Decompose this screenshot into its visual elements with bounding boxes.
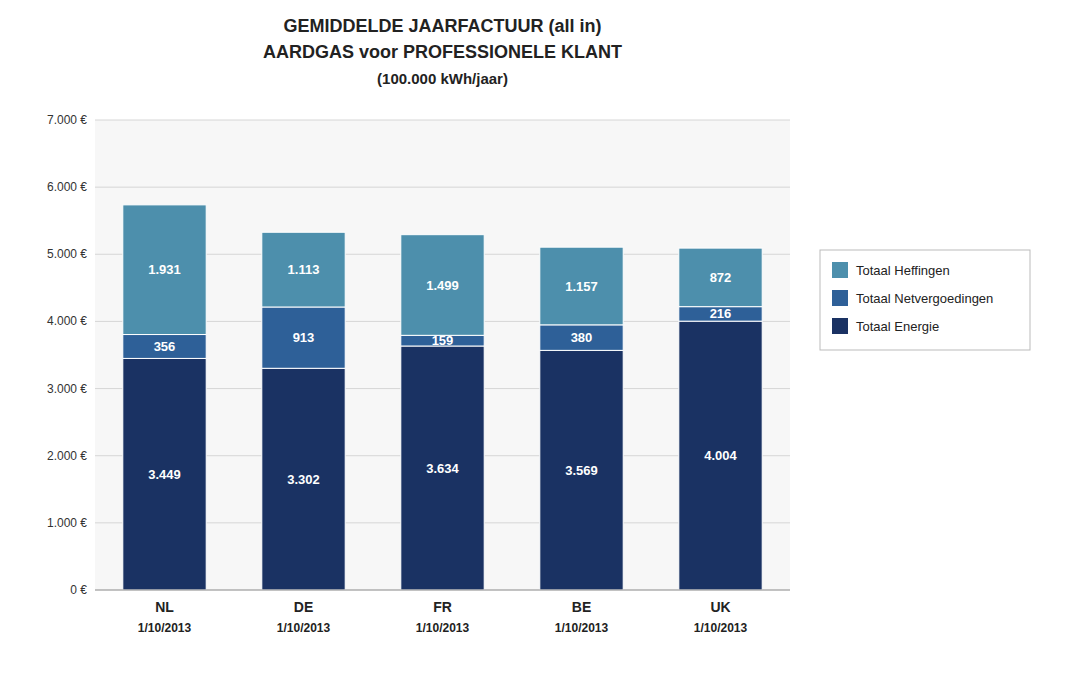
data-label: 216 [710,306,732,321]
chart: GEMIDDELDE JAARFACTUUR (all in) AARDGAS v… [0,0,1068,700]
y-tick-label: 4.000 € [47,314,87,328]
bar-segment [401,346,484,590]
legend-swatch [832,318,848,334]
bar-segment [540,325,623,351]
legend: Totaal Heffingen Totaal Netvergoedingen To… [820,250,1030,350]
x-tick-label: DE [294,599,313,615]
x-axis-line [95,590,790,591]
x-tick-label: NL [155,599,174,615]
title: AARDGAS voor PROFESSIONELE KLANT [263,42,622,62]
bar-segment [262,368,345,590]
data-label: 913 [293,330,315,345]
bar-segment [123,335,206,359]
data-label: 3.449 [148,467,181,482]
x-tick-label: FR [433,599,452,615]
legend-swatch [832,262,848,278]
data-labels: 3.449 3.302 3.634 3.569 4.004 356 913 159 380 216… [148,262,737,487]
bar-segment [679,248,762,307]
x-tick-label: 1/10/2013 [138,621,192,635]
x-tick-label: 1/10/2013 [694,621,748,635]
x-tick-label: BE [572,599,591,615]
legend-frame [820,250,1030,350]
data-label: 3.569 [565,463,598,478]
x-tick-label: 1/10/2013 [555,621,609,635]
data-label: 872 [710,270,732,285]
data-label: 3.634 [426,461,459,476]
bar-segment [262,307,345,368]
data-label: 159 [432,333,454,348]
legend-swatch [832,290,848,306]
legend-label: Totaal Netvergoedingen [856,291,993,306]
grid-line [95,187,790,188]
data-label: 1.499 [426,278,459,293]
y-axis: 0 € 1.000 € 2.000 € 3.000 € 4.000 € 5.000 € 6.… [47,113,790,597]
bar-segment [540,350,623,590]
data-label: 3.302 [287,472,320,487]
x-tick-label: UK [710,599,730,615]
y-tick-label: 2.000 € [47,449,87,463]
subtitle: (100.000 kWh/jaar) [377,70,508,87]
data-label: 1.157 [565,279,598,294]
bar-segment [679,307,762,322]
bar-segment [401,235,484,336]
y-tick-label: 7.000 € [47,113,87,127]
grid-line [95,590,790,591]
data-label: 1.931 [148,262,181,277]
data-label: 380 [571,330,593,345]
bar-segment [262,232,345,307]
bar-segment [679,321,762,590]
y-tick-label: 3.000 € [47,382,87,396]
plot-area [95,120,790,590]
bars [123,205,762,590]
y-tick-label: 5.000 € [47,247,87,261]
data-label: 356 [154,339,176,354]
y-tick-label: 6.000 € [47,180,87,194]
bar-segment [540,247,623,325]
y-tick-label: 0 € [70,583,87,597]
x-tick-label: 1/10/2013 [277,621,331,635]
grid-line [95,120,790,121]
x-tick-label: 1/10/2013 [416,621,470,635]
data-label: 1.113 [288,262,320,277]
title: GEMIDDELDE JAARFACTUUR (all in) [283,16,601,36]
bar-segment [123,205,206,335]
legend-label: Totaal Energie [856,319,939,334]
y-tick-label: 1.000 € [47,516,87,530]
bar-segment [123,358,206,590]
data-label: 4.004 [704,448,737,463]
legend-label: Totaal Heffingen [856,263,950,278]
x-axis: NL 1/10/2013 DE 1/10/2013 FR 1/10/2013 BE 1/10/… [95,590,790,635]
